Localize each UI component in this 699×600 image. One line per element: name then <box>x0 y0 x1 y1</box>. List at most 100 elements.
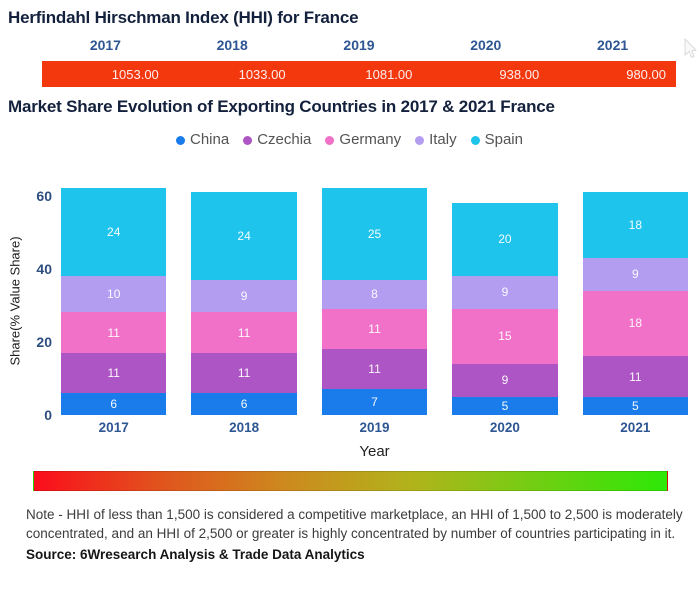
x-axis-labels: 2017 2018 2019 2020 2021 <box>61 420 688 436</box>
y-tick-60: 60 <box>36 188 52 204</box>
x-tick-2020: 2020 <box>489 420 520 435</box>
hhi-year-2021: 2021 <box>597 37 629 53</box>
segment-italy-2017[interactable]: 10 <box>61 275 167 313</box>
hhi-value-2020: 938.00 <box>499 66 540 82</box>
legend: China Czechia Germany Italy Spain <box>0 131 699 149</box>
y-tick-20: 20 <box>36 334 52 350</box>
segment-china-2019[interactable]: 7 <box>321 389 428 415</box>
segment-value: 8 <box>371 287 378 302</box>
segment-value: 7 <box>371 395 378 410</box>
segment-value: 10 <box>107 287 121 302</box>
segment-china-2017[interactable]: 6 <box>61 393 167 415</box>
segment-czechia-2021[interactable]: 11 <box>582 356 689 397</box>
segment-china-2018[interactable]: 6 <box>191 393 297 415</box>
segment-value: 11 <box>107 365 120 380</box>
segment-italy-2021[interactable]: 9 <box>582 257 689 291</box>
hhi-year-2018: 2018 <box>216 37 248 53</box>
hhi-year-header-row: 2017 2018 2019 2020 2021 <box>42 37 676 53</box>
segment-value: 9 <box>240 288 248 303</box>
segment-value: 6 <box>110 397 118 411</box>
legend-item-germany[interactable]: Germany <box>325 131 401 149</box>
x-axis-title: Year <box>359 443 390 460</box>
legend-dot-italy-icon <box>415 135 425 145</box>
legend-dot-spain-icon <box>470 135 480 145</box>
segment-germany-2017[interactable]: 11 <box>61 312 167 353</box>
segment-value: 9 <box>501 373 509 388</box>
segment-czechia-2020[interactable]: 9 <box>452 363 558 397</box>
stacked-bar-2019[interactable]: 7 11 11 8 25 <box>321 188 428 415</box>
segment-value: 24 <box>107 224 121 239</box>
segment-value: 11 <box>368 321 381 336</box>
plot-area: 6 11 11 10 24 6 11 11 9 24 7 11 11 8 25 5 9 15 9 20 5 11 18 9 18 <box>61 187 689 415</box>
segment-italy-2020[interactable]: 9 <box>452 276 558 309</box>
stacked-bar-2017[interactable]: 6 11 11 10 24 <box>61 188 167 415</box>
x-tick-2019: 2019 <box>359 420 390 435</box>
segment-value: 25 <box>367 226 382 241</box>
hhi-value-bar: 1053.00 1033.00 1081.00 938.00 980.00 <box>42 61 676 87</box>
segment-china-2021[interactable]: 5 <box>582 396 689 415</box>
segment-value: 11 <box>629 369 642 384</box>
legend-label-spain: Spain <box>484 131 523 148</box>
legend-dot-china-icon <box>176 135 185 145</box>
segment-value: 11 <box>107 325 120 340</box>
stacked-bar-2020[interactable]: 5 9 15 9 20 <box>452 202 558 415</box>
mouse-cursor-icon <box>684 38 697 58</box>
hhi-value-2019: 1081.00 <box>365 66 413 82</box>
legend-item-china[interactable]: China <box>176 131 229 149</box>
segment-value: 6 <box>240 397 248 411</box>
segment-spain-2017[interactable]: 24 <box>61 188 167 276</box>
hhi-year-2019: 2019 <box>343 37 375 53</box>
segment-germany-2018[interactable]: 11 <box>191 312 297 353</box>
note-text: Note - HHI of less than 1,500 is conside… <box>26 507 683 541</box>
hhi-year-2020: 2020 <box>470 37 502 53</box>
legend-item-spain[interactable]: Spain <box>470 131 523 149</box>
chart-title: Market Share Evolution of Exporting Coun… <box>8 97 555 116</box>
segment-italy-2018[interactable]: 9 <box>191 279 297 313</box>
stacked-bar-2018[interactable]: 6 11 11 9 24 <box>191 191 297 415</box>
segment-value: 24 <box>237 228 251 243</box>
segment-value: 9 <box>631 267 639 282</box>
segment-czechia-2017[interactable]: 11 <box>61 352 167 393</box>
segment-value: 15 <box>498 329 512 344</box>
hhi-value-2021: 980.00 <box>626 66 666 82</box>
hhi-value-2018: 1033.00 <box>238 66 286 82</box>
segment-value: 18 <box>628 316 642 331</box>
segment-spain-2020[interactable]: 20 <box>452 202 558 277</box>
segment-czechia-2019[interactable]: 11 <box>321 349 428 390</box>
legend-item-czechia[interactable]: Czechia <box>243 131 311 149</box>
segment-value: 20 <box>498 232 512 247</box>
legend-label-italy: Italy <box>429 131 457 148</box>
legend-label-china: China <box>190 131 230 148</box>
segment-italy-2019[interactable]: 8 <box>321 279 428 309</box>
x-tick-2017: 2017 <box>98 420 129 435</box>
segment-spain-2021[interactable]: 18 <box>582 191 689 258</box>
segment-value: 5 <box>501 398 509 413</box>
segment-value: 11 <box>237 325 251 340</box>
hhi-value-2017: 1053.00 <box>111 66 159 82</box>
source-text: Source: 6Wresearch Analysis & Trade Data… <box>26 547 365 562</box>
legend-label-czechia: Czechia <box>257 131 312 148</box>
segment-china-2020[interactable]: 5 <box>452 396 558 415</box>
segment-germany-2020[interactable]: 15 <box>452 308 558 364</box>
segment-spain-2018[interactable]: 24 <box>191 191 297 280</box>
segment-value: 5 <box>631 398 639 413</box>
y-tick-40: 40 <box>36 261 52 277</box>
segment-czechia-2018[interactable]: 11 <box>191 352 297 393</box>
y-axis-title: Share(% Value Share) <box>7 236 23 366</box>
x-tick-2021: 2021 <box>620 420 651 435</box>
legend-label-germany: Germany <box>339 131 402 148</box>
x-tick-2018: 2018 <box>229 420 260 435</box>
stacked-bar-2021[interactable]: 5 11 18 9 18 <box>582 191 689 415</box>
segment-value: 18 <box>628 217 642 232</box>
segment-value: 11 <box>237 365 251 380</box>
y-tick-0: 0 <box>44 407 52 423</box>
segment-value: 11 <box>368 362 381 377</box>
legend-dot-germany-icon <box>325 135 335 145</box>
segment-value: 9 <box>501 285 509 300</box>
segment-germany-2021[interactable]: 18 <box>582 290 689 357</box>
legend-item-italy[interactable]: Italy <box>415 131 457 149</box>
segment-germany-2019[interactable]: 11 <box>321 308 428 350</box>
hhi-title: Herfindahl Hirschman Index (HHI) for Fra… <box>8 8 359 27</box>
segment-spain-2019[interactable]: 25 <box>321 188 428 280</box>
legend-dot-czechia-icon <box>243 135 253 145</box>
